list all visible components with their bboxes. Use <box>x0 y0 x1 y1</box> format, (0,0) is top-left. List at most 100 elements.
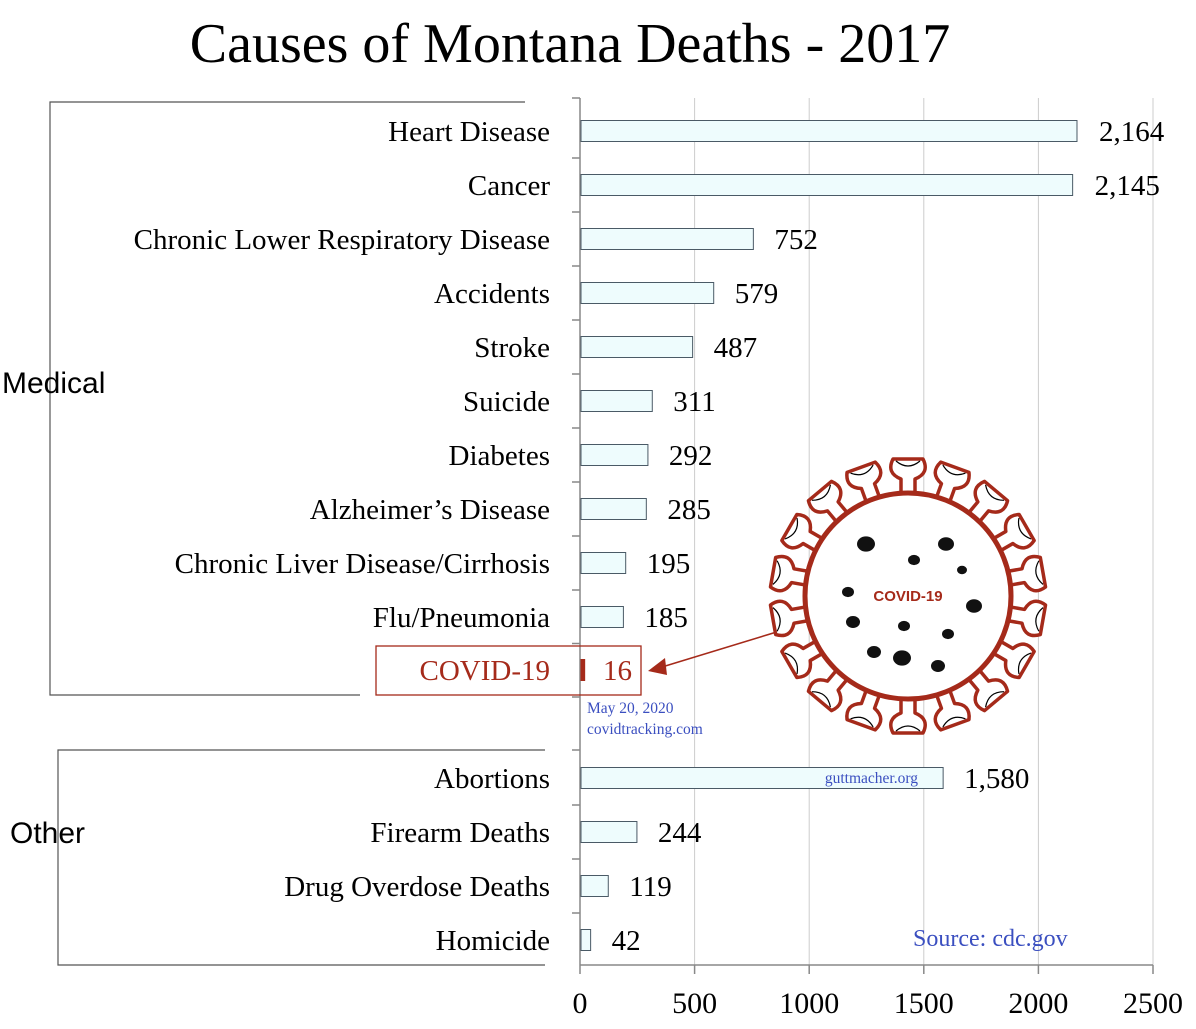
virus-spike-13 <box>768 599 816 638</box>
bar-cancer <box>580 174 1074 196</box>
abortions-note: guttmacher.org <box>825 770 918 787</box>
bar-chronic-liver-disease-cirrhosis <box>580 552 627 574</box>
x-tick-label-500: 500 <box>672 987 717 1020</box>
annotations: May 20, 2020 covidtracking.com guttmacher.… <box>375 626 1068 952</box>
category-label-abortions: Abortions <box>434 763 550 795</box>
value-label-chronic-lower-respiratory-disease: 752 <box>774 224 818 256</box>
category-label-cancer: Cancer <box>468 170 550 202</box>
virus-spot-1 <box>908 554 920 566</box>
bar-diabetes <box>580 444 649 466</box>
value-label-cancer: 2,145 <box>1095 170 1160 202</box>
bar-heart-disease <box>580 120 1078 142</box>
value-labels: 2,164 2,145 752 579 487 311 292 285 195 185 16 1,58… <box>603 116 1165 957</box>
category-label-accidents: Accidents <box>434 278 550 310</box>
group-brackets: Medical Other <box>2 101 545 966</box>
virus-spike-8 <box>932 683 971 732</box>
virus-spot-10 <box>893 650 911 666</box>
bars <box>580 120 1078 951</box>
virus-spike-12 <box>780 636 830 680</box>
virus-spike-6 <box>986 636 1036 680</box>
value-label-drug-overdose-deaths: 119 <box>629 871 671 903</box>
value-label-flu-pneumonia: 185 <box>644 602 688 634</box>
virus-spike-0 <box>889 457 927 501</box>
virus-spike-14 <box>768 554 816 593</box>
virus-spike-9 <box>889 691 927 735</box>
bar-suicide <box>580 390 653 412</box>
virus-spike-15 <box>780 512 830 556</box>
virus-spike-1 <box>932 460 971 509</box>
x-tick-label-2500: 2500 <box>1123 987 1183 1020</box>
x-tick-label-2000: 2000 <box>1008 987 1068 1020</box>
source-note: Source: cdc.gov <box>913 926 1068 952</box>
bar-stroke <box>580 336 694 358</box>
x-axis: 0 500 1000 1500 2000 2500 <box>572 97 1183 1020</box>
value-label-suicide: 311 <box>673 386 715 418</box>
value-label-chronic-liver-disease-cirrhosis: 195 <box>647 548 691 580</box>
category-label-diabetes: Diabetes <box>449 440 550 472</box>
virus-spot-7 <box>898 620 910 632</box>
category-label-flu-pneumonia: Flu/Pneumonia <box>373 602 550 634</box>
bar-flu-pneumonia <box>580 606 624 628</box>
bar-abortions <box>580 767 944 789</box>
category-label-suicide: Suicide <box>463 386 550 418</box>
category-label-covid-19: COVID-19 <box>420 655 551 687</box>
category-label-chronic-lower-respiratory-disease: Chronic Lower Respiratory Disease <box>134 224 550 256</box>
chart-title: Causes of Montana Deaths - 2017 <box>190 13 951 75</box>
virus-spike-5 <box>1000 599 1048 638</box>
bracket-medical <box>49 101 525 696</box>
value-label-homicide: 42 <box>612 925 641 957</box>
category-label-heart-disease: Heart Disease <box>388 116 550 148</box>
bar-alzheimer-s-disease <box>580 498 647 520</box>
category-label-chronic-liver-disease-cirrhosis: Chronic Liver Disease/Cirrhosis <box>175 548 550 580</box>
category-label-firearm-deaths: Firearm Deaths <box>370 817 550 849</box>
value-label-abortions: 1,580 <box>964 763 1029 795</box>
virus-spike-3 <box>986 512 1036 556</box>
covid-note-source: covidtracking.com <box>587 721 703 738</box>
bar-drug-overdose-deaths <box>580 875 609 897</box>
virus-spot-11 <box>931 660 945 672</box>
bracket-other <box>57 749 545 966</box>
bar-firearm-deaths <box>580 821 638 843</box>
value-label-diabetes: 292 <box>669 440 713 472</box>
virus-spot-3 <box>957 565 967 575</box>
category-label-stroke: Stroke <box>474 332 550 364</box>
bar-homicide <box>580 929 592 951</box>
virus-spike-11 <box>806 664 853 713</box>
covid-note-date: May 20, 2020 <box>587 700 674 717</box>
bar-chronic-lower-respiratory-disease <box>580 228 754 250</box>
virus-spot-5 <box>966 599 982 613</box>
x-tick-label-1000: 1000 <box>779 987 839 1020</box>
x-tick-label-1500: 1500 <box>894 987 954 1020</box>
virus-spike-7 <box>963 664 1010 713</box>
covid-arrow-line <box>661 626 794 668</box>
value-label-heart-disease: 2,164 <box>1099 116 1165 148</box>
virus-label: COVID-19 <box>873 588 942 605</box>
virus-spike-16 <box>806 479 853 528</box>
virus-spot-8 <box>942 628 954 640</box>
group-label-other: Other <box>10 817 85 850</box>
virus-spike-2 <box>963 479 1010 528</box>
value-label-accidents: 579 <box>735 278 779 310</box>
category-label-drug-overdose-deaths: Drug Overdose Deaths <box>284 871 550 903</box>
category-label-alzheimer-s-disease: Alzheimer’s Disease <box>310 494 550 526</box>
virus-body <box>802 490 1014 702</box>
value-label-alzheimer-s-disease: 285 <box>667 494 711 526</box>
virus-spike-17 <box>845 460 884 509</box>
virus-icon: COVID-19 <box>768 457 1048 735</box>
virus-spot-9 <box>867 646 881 658</box>
bar-accidents <box>580 282 715 304</box>
value-label-covid-19: 16 <box>603 655 632 687</box>
covid-arrow-head <box>648 658 667 675</box>
virus-spot-6 <box>846 616 860 628</box>
covid-highlight-box <box>375 645 642 696</box>
value-label-firearm-deaths: 244 <box>658 817 702 849</box>
virus-spot-2 <box>938 537 954 551</box>
x-tick-label-0: 0 <box>573 987 588 1020</box>
virus-spot-4 <box>842 586 854 598</box>
value-label-stroke: 487 <box>714 332 758 364</box>
virus-spike-10 <box>845 683 884 732</box>
virus-spot-0 <box>857 536 875 552</box>
category-label-homicide: Homicide <box>436 925 550 957</box>
bar-covid-19 <box>580 659 586 681</box>
